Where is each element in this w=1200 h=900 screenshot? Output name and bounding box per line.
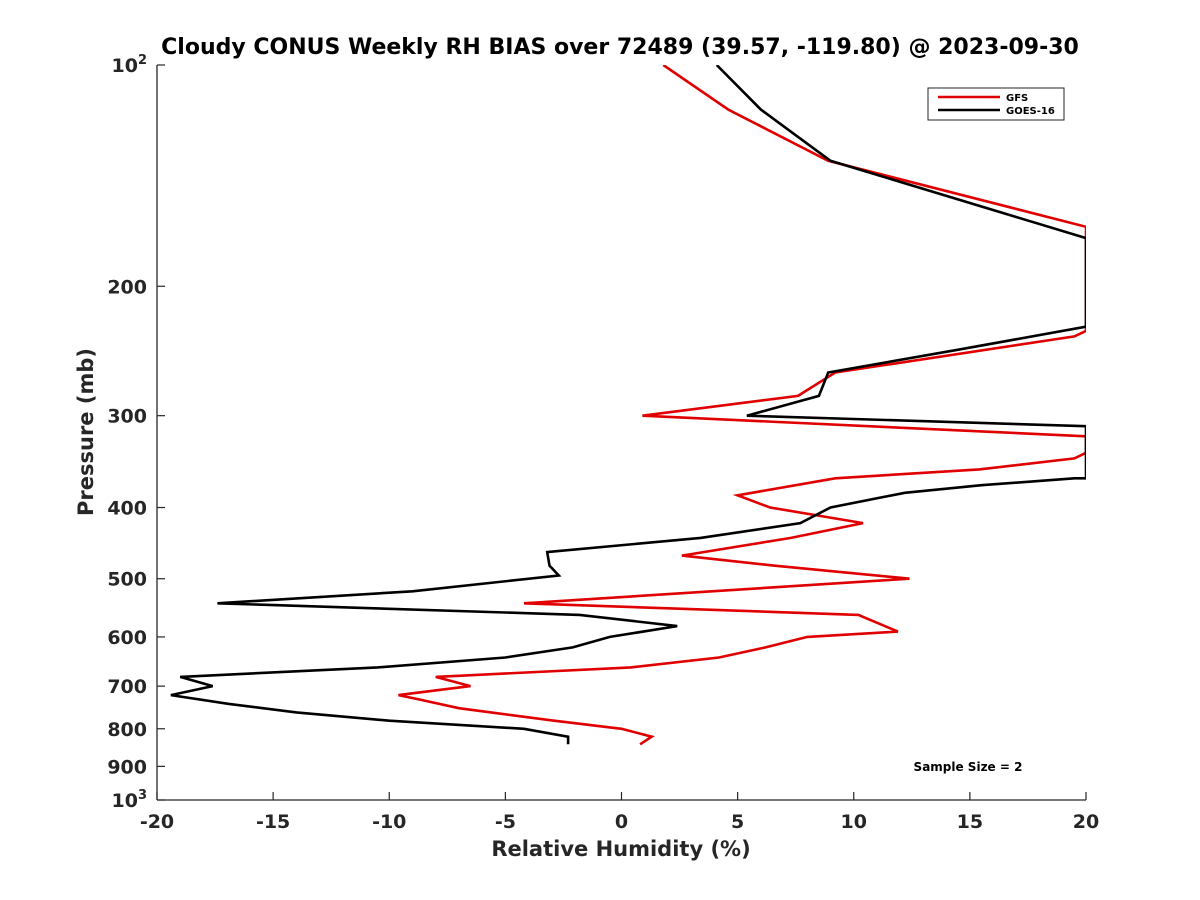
x-tick-label: 5: [731, 811, 744, 833]
x-axis-label: Relative Humidity (%): [491, 837, 750, 861]
y-tick-label: 800: [107, 719, 147, 741]
y-tick-label: 200: [107, 276, 147, 298]
chart-title: Cloudy CONUS Weekly RH BIAS over 72489 (…: [161, 35, 1079, 60]
sample-size-annotation: Sample Size = 2: [914, 760, 1023, 774]
x-tick-label: -10: [372, 811, 406, 833]
legend: GFS GOES-16: [927, 87, 1065, 121]
x-tick-label: 20: [1073, 811, 1099, 833]
y-axis-label: Pressure (mb): [74, 348, 98, 516]
legend-label-goes16: GOES-16: [1006, 106, 1055, 117]
y-tick-label: 400: [107, 498, 147, 520]
legend-box: [927, 87, 1065, 121]
x-tick-label: -20: [140, 811, 174, 833]
legend-label-gfs: GFS: [1006, 93, 1028, 104]
x-tick-label: -15: [256, 811, 290, 833]
y-tick-label: 300: [107, 406, 147, 428]
x-tick-label: 10: [841, 811, 867, 833]
series-line-goes-16: [170, 65, 1086, 745]
x-tick-label: 15: [957, 811, 983, 833]
x-tick-label: 0: [615, 811, 628, 833]
y-tick-label: 900: [107, 756, 147, 778]
x-tick-label: -5: [495, 811, 516, 833]
x-tick-layer: -20 -15 -10 -5 0 5 10 15 20: [140, 792, 1099, 833]
y-tick-label: 500: [107, 569, 147, 591]
y-tick-label: 700: [107, 676, 147, 698]
y-tick-label: 600: [107, 627, 147, 649]
series-layer: [170, 65, 1086, 746]
